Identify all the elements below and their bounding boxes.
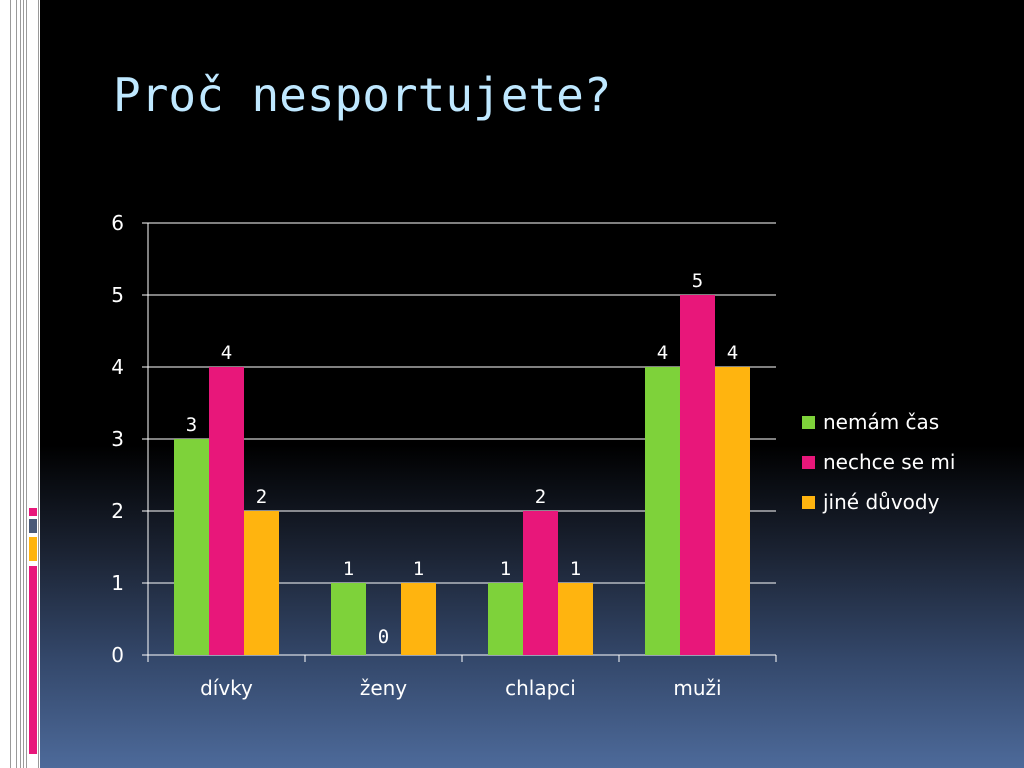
legend-label: jiné důvody (823, 490, 940, 514)
slide-left-strip (0, 0, 40, 768)
accent-orange (29, 537, 37, 561)
x-category-label: muži (673, 676, 721, 700)
strip-line (10, 0, 11, 768)
bar (488, 583, 523, 655)
data-label: 3 (186, 414, 197, 436)
accent-pink-bar (29, 566, 37, 754)
strip-line (16, 0, 17, 768)
strip-line (20, 0, 21, 768)
legend-label: nemám čas (823, 410, 940, 434)
chart-legend: nemám čas nechce se mi jiné důvody (802, 402, 955, 522)
legend-label: nechce se mi (823, 450, 956, 474)
legend-swatch (802, 455, 815, 469)
x-category-label: chlapci (505, 676, 576, 700)
bar (523, 511, 558, 655)
y-tick-label: 6 (111, 211, 124, 235)
bar (680, 295, 715, 655)
strip-line (23, 0, 24, 768)
legend-item: jiné důvody (802, 482, 955, 522)
bar (645, 367, 680, 655)
legend-swatch (802, 415, 815, 429)
bar (209, 367, 244, 655)
bar (174, 439, 209, 655)
accent-pink-small (29, 508, 37, 516)
bar (558, 583, 593, 655)
legend-item: nemám čas (802, 402, 955, 442)
data-label: 1 (500, 558, 511, 580)
data-label: 4 (727, 342, 738, 364)
bar (401, 583, 436, 655)
data-label: 5 (692, 270, 703, 292)
data-label: 4 (657, 342, 668, 364)
slide-title: Proč nesportujete? (113, 68, 612, 122)
bar (331, 583, 366, 655)
y-tick-label: 5 (111, 283, 124, 307)
data-label: 1 (570, 558, 581, 580)
y-tick-label: 0 (111, 643, 124, 667)
y-tick-label: 1 (111, 571, 124, 595)
strip-line (26, 0, 27, 768)
data-label: 4 (221, 342, 232, 364)
data-label: 0 (378, 626, 389, 648)
data-label: 2 (256, 486, 267, 508)
x-category-label: dívky (200, 676, 253, 700)
legend-swatch (802, 495, 815, 509)
bar (715, 367, 750, 655)
x-category-label: ženy (360, 676, 407, 700)
accent-slate (29, 519, 37, 533)
bar (244, 511, 279, 655)
data-label: 2 (535, 486, 546, 508)
y-tick-label: 3 (111, 427, 124, 451)
y-tick-label: 2 (111, 499, 124, 523)
y-tick-label: 4 (111, 355, 124, 379)
strip-line (38, 0, 39, 768)
data-label: 1 (343, 558, 354, 580)
legend-item: nechce se mi (802, 442, 955, 482)
data-label: 1 (413, 558, 424, 580)
